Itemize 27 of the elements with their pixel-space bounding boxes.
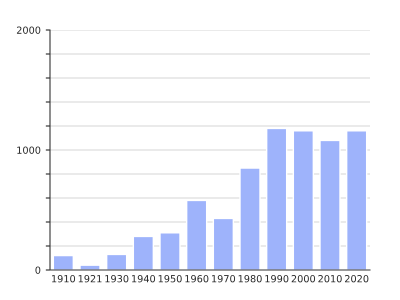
x-tick-label: 1980 bbox=[238, 275, 262, 282]
bar bbox=[159, 232, 181, 270]
x-tick-label: 2010 bbox=[318, 275, 342, 282]
bar bbox=[212, 218, 234, 270]
bar bbox=[292, 130, 314, 270]
bar bbox=[52, 254, 74, 270]
x-tick-label: 2020 bbox=[345, 275, 368, 282]
bar bbox=[319, 140, 341, 270]
x-tick-label: 2000 bbox=[292, 275, 316, 282]
bar bbox=[132, 236, 154, 270]
bar bbox=[79, 264, 101, 270]
x-tick-label: 1921 bbox=[78, 275, 102, 282]
bar bbox=[239, 167, 261, 270]
x-tick-label: 1990 bbox=[265, 275, 288, 282]
bar bbox=[106, 254, 128, 270]
y-tick-label: 2000 bbox=[16, 26, 40, 34]
y-tick-label: 1000 bbox=[17, 146, 40, 154]
bar bbox=[186, 200, 208, 270]
x-tick-label: 1940 bbox=[132, 275, 156, 282]
x-tick-label: 1950 bbox=[158, 275, 182, 282]
x-tick-label: 1960 bbox=[185, 275, 208, 282]
x-tick-label: 1910 bbox=[52, 275, 76, 282]
bar bbox=[266, 128, 288, 270]
x-tick-label: 1930 bbox=[105, 275, 128, 282]
y-tick-label: 0 bbox=[35, 266, 40, 274]
x-tick-label: 1970 bbox=[212, 275, 236, 282]
bar bbox=[346, 130, 368, 270]
